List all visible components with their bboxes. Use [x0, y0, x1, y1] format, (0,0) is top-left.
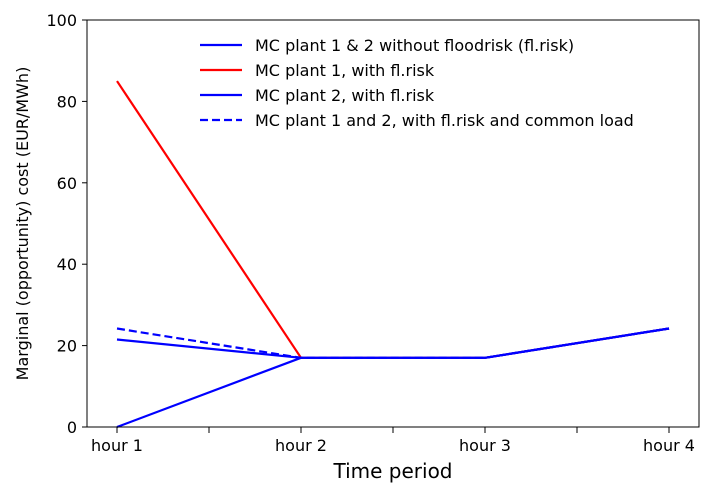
legend-label-1: MC plant 1 & 2 without floodrisk (fl.ris…	[255, 36, 574, 55]
y-tick-label: 40	[57, 255, 77, 274]
legend-label-2: MC plant 1, with fl.risk	[255, 61, 435, 80]
y-tick-label: 100	[46, 11, 77, 30]
legend-label-3: MC plant 2, with fl.risk	[255, 86, 435, 105]
x-axis-title: Time period	[332, 459, 452, 483]
y-axis-title: Marginal (opportunity) cost (EUR/MWh)	[13, 67, 32, 381]
legend-label-4: MC plant 1 and 2, with fl.risk and commo…	[255, 111, 634, 130]
series-line-4	[116, 327, 670, 359]
y-tick-label: 80	[57, 92, 77, 111]
x-tick-label: hour 2	[275, 436, 327, 455]
x-tick-label: hour 4	[643, 436, 695, 455]
x-tick-label: hour 3	[459, 436, 511, 455]
y-tick-label: 20	[57, 337, 77, 356]
x-tick-label: hour 1	[91, 436, 143, 455]
plot-area	[87, 20, 699, 427]
y-tick-label: 60	[57, 174, 77, 193]
legend: MC plant 1 & 2 without floodrisk (fl.ris…	[200, 36, 634, 130]
axes-layer: 0 20 40 60 80 100 hour 1 hour 2 hour 3 hour 4	[46, 11, 700, 455]
marks-layer	[116, 80, 670, 429]
y-tick-label: 0	[67, 418, 77, 437]
